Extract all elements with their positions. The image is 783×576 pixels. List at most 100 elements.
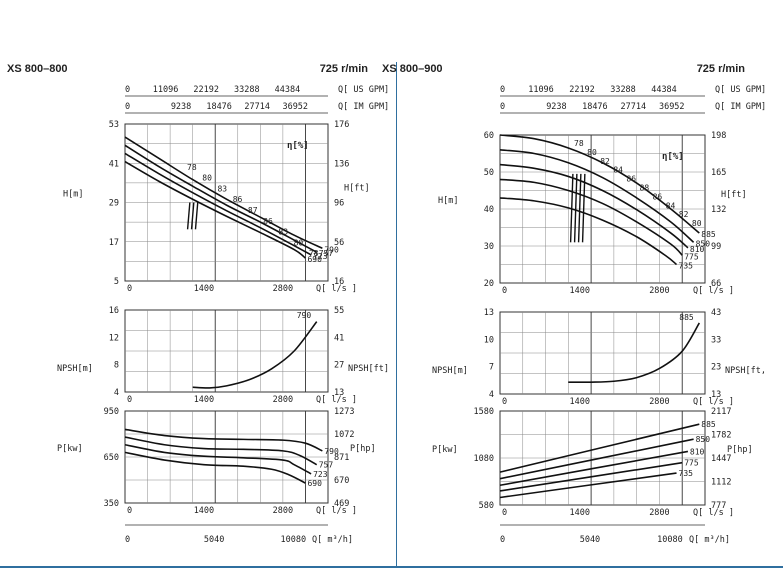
npsh-ytick-right: 23 bbox=[711, 363, 721, 373]
im-gpm-tick: 18476 bbox=[582, 102, 608, 112]
power-ytick-left: 580 bbox=[479, 501, 494, 511]
power-ylabel-left: P[kw] bbox=[432, 445, 458, 455]
npsh-xtick: 0 bbox=[127, 395, 132, 405]
m3h-tick: 0 bbox=[500, 535, 505, 545]
m3h-unit: Q[ m³/h] bbox=[312, 535, 353, 545]
efficiency-isoline bbox=[186, 202, 191, 230]
us-gpm-tick: 44384 bbox=[651, 85, 677, 95]
power-ytick-left: 950 bbox=[104, 407, 119, 417]
head-ylabel-left: H[m] bbox=[63, 190, 83, 200]
m3h-tick: 5040 bbox=[580, 535, 600, 545]
power-curve-810 bbox=[499, 450, 689, 487]
npsh-ytick-left: 12 bbox=[109, 333, 119, 343]
m3h-tick: 5040 bbox=[204, 535, 224, 545]
power-curve-850 bbox=[499, 438, 694, 480]
power-xtick: 2800 bbox=[649, 508, 669, 518]
power-ytick-left: 1080 bbox=[474, 454, 494, 464]
head-curve-775 bbox=[499, 178, 683, 256]
us-gpm-tick: 0 bbox=[500, 85, 505, 95]
npsh-xtick: 2800 bbox=[649, 397, 669, 407]
im-gpm-tick: 27714 bbox=[621, 102, 647, 112]
power-ylabel-right: P[hp] bbox=[727, 445, 753, 455]
power-ytick-right: 670 bbox=[334, 476, 349, 486]
power-curve-735 bbox=[499, 472, 677, 499]
efficiency-value-label: 84 bbox=[613, 166, 623, 175]
impeller-diameter-label: 723 bbox=[313, 252, 328, 261]
im-gpm-tick: 9238 bbox=[171, 102, 191, 112]
speed-label-800-800: 725 r/min bbox=[320, 63, 369, 75]
head-ytick-left: 50 bbox=[484, 168, 494, 178]
efficiency-value-label: 88 bbox=[640, 184, 650, 193]
efficiency-isoline bbox=[190, 202, 195, 230]
im-gpm-unit: Q[ IM GPM] bbox=[715, 102, 766, 112]
efficiency-value-label: 83 bbox=[217, 184, 227, 193]
head-ytick-right: 66 bbox=[711, 279, 721, 289]
npsh-xtick: 1400 bbox=[569, 397, 589, 407]
impeller-diameter-label: 885 bbox=[701, 230, 716, 239]
efficiency-value-label: 86 bbox=[263, 217, 273, 226]
power-ylabel-right: P[hp] bbox=[350, 444, 376, 454]
npsh-curve-label: 885 bbox=[679, 313, 694, 322]
npsh-curve-label: 790 bbox=[297, 311, 312, 320]
m3h-unit: Q[ m³/h] bbox=[689, 535, 730, 545]
npsh-ytick-right: 33 bbox=[711, 335, 721, 345]
efficiency-value-label: 78 bbox=[574, 139, 584, 148]
npsh-curve-790 bbox=[192, 321, 318, 389]
head-ytick-left: 41 bbox=[109, 159, 119, 169]
power-curve-790 bbox=[124, 428, 323, 452]
power-ytick-left: 1580 bbox=[474, 407, 494, 417]
efficiency-value-label: 80 bbox=[202, 174, 212, 183]
npsh-ytick-left: 4 bbox=[489, 390, 494, 400]
chart-title-800-800: XS 800–800 bbox=[7, 63, 68, 75]
impeller-diameter-label: 790 bbox=[324, 245, 339, 254]
head-ytick-left: 53 bbox=[109, 120, 119, 130]
power-ytick-left: 350 bbox=[104, 499, 119, 509]
us-gpm-tick: 11096 bbox=[528, 85, 554, 95]
head-xtick: 2800 bbox=[273, 284, 293, 294]
power-ytick-right: 1112 bbox=[711, 478, 731, 488]
impeller-diameter-label: 735 bbox=[679, 262, 694, 271]
efficiency-value-label: 86 bbox=[653, 192, 663, 201]
npsh-ytick-right: 41 bbox=[334, 333, 344, 343]
power-curve-690 bbox=[124, 451, 306, 484]
npsh-ylabel-left: NPSH[m] bbox=[432, 366, 468, 376]
im-gpm-tick: 0 bbox=[500, 102, 505, 112]
head-ytick-right: 56 bbox=[334, 238, 344, 248]
head-ytick-left: 40 bbox=[484, 205, 494, 215]
head-xunit: Q[ l/s ] bbox=[693, 286, 734, 296]
efficiency-value-label: 84 bbox=[666, 201, 676, 210]
us-gpm-tick: 33288 bbox=[610, 85, 636, 95]
npsh-ytick-left: 13 bbox=[484, 308, 494, 318]
im-gpm-tick: 18476 bbox=[206, 102, 232, 112]
npsh-xunit: Q[ l/s ] bbox=[316, 395, 357, 405]
efficiency-value-label: 86 bbox=[626, 175, 636, 184]
npsh-ytick-left: 7 bbox=[489, 363, 494, 373]
head-curve-690 bbox=[124, 160, 306, 259]
npsh-ytick-right: 43 bbox=[711, 308, 721, 318]
efficiency-value-label: 82 bbox=[679, 210, 689, 219]
npsh-ytick-left: 8 bbox=[114, 361, 119, 371]
head-ytick-left: 17 bbox=[109, 238, 119, 248]
head-ytick-right: 96 bbox=[334, 199, 344, 209]
power-curve-label: 885 bbox=[701, 420, 716, 429]
head-xtick: 2800 bbox=[649, 286, 669, 296]
head-ytick-left: 60 bbox=[484, 131, 494, 141]
efficiency-value-label: 87 bbox=[248, 206, 258, 215]
power-curve-723 bbox=[124, 443, 312, 475]
efficiency-value-label: 86 bbox=[233, 195, 243, 204]
power-ytick-right: 1782 bbox=[711, 431, 731, 441]
head-ylabel-left: H[m] bbox=[438, 196, 458, 206]
power-curve-885 bbox=[499, 423, 700, 473]
m3h-tick: 0 bbox=[125, 535, 130, 545]
npsh-ytick-right: 13 bbox=[711, 390, 721, 400]
power-xunit: Q[ l/s ] bbox=[316, 506, 357, 516]
us-gpm-unit: Q[ US GPM] bbox=[338, 85, 389, 95]
head-ytick-right: 136 bbox=[334, 159, 349, 169]
impeller-diameter-label: 757 bbox=[319, 249, 334, 258]
power-ytick-right: 777 bbox=[711, 501, 726, 511]
power-ytick-right: 1447 bbox=[711, 454, 731, 464]
head-xtick: 0 bbox=[502, 286, 507, 296]
power-curve-label: 850 bbox=[696, 435, 711, 444]
power-xtick: 1400 bbox=[194, 506, 214, 516]
head-xtick: 1400 bbox=[569, 286, 589, 296]
